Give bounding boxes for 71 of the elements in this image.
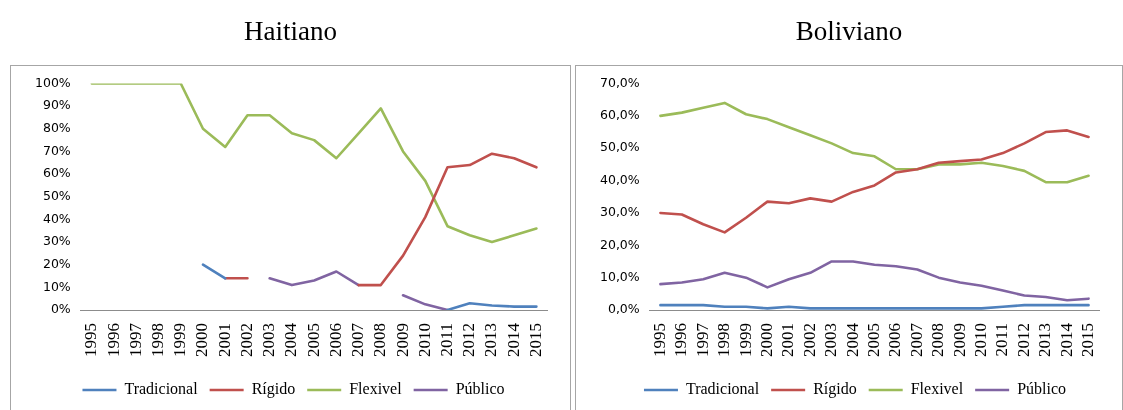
x-tick-label: 2002 xyxy=(799,323,819,357)
x-tick-label: 2013 xyxy=(481,323,501,357)
x-tick-label: 2011 xyxy=(436,323,456,357)
legend-label: Flexivel xyxy=(910,380,964,398)
y-tick-label: 30% xyxy=(42,233,71,249)
x-tick-label: 2010 xyxy=(414,323,434,357)
y-tick-label: 50,0% xyxy=(599,139,640,155)
legend-label: Público xyxy=(455,380,505,398)
x-tick-label: 2008 xyxy=(370,323,390,357)
x-tick-label: 2007 xyxy=(348,322,368,357)
x-tick-label: 2001 xyxy=(778,323,798,357)
x-tick-label: 1997 xyxy=(692,322,712,357)
legend-label: Rígido xyxy=(813,380,857,399)
y-tick-label: 10,0% xyxy=(599,268,640,284)
y-tick-label: 60,0% xyxy=(599,107,640,123)
y-tick-label: 10% xyxy=(42,278,71,294)
x-tick-label: 2015 xyxy=(525,323,545,357)
legend-label: Tradicional xyxy=(685,380,760,398)
legend-label: Tradicional xyxy=(124,380,199,398)
x-tick-label: 2003 xyxy=(259,323,279,357)
x-tick-label: 2009 xyxy=(949,323,969,357)
x-tick-label: 2005 xyxy=(863,323,883,357)
x-tick-label: 1999 xyxy=(170,323,190,357)
x-tick-label: 1999 xyxy=(735,323,755,357)
x-tick-label: 2009 xyxy=(392,323,412,357)
x-tick-label: 2007 xyxy=(906,322,926,357)
x-tick-label: 1997 xyxy=(125,322,145,357)
y-tick-label: 50% xyxy=(42,188,71,203)
x-tick-label: 1995 xyxy=(649,323,669,357)
x-tick-label: 2012 xyxy=(459,323,479,357)
x-tick-label: 1998 xyxy=(714,323,734,357)
x-tick-label: 1996 xyxy=(671,323,691,357)
x-tick-label: 2013 xyxy=(1035,323,1055,357)
x-tick-label: 2003 xyxy=(821,323,841,357)
x-tick-label: 1996 xyxy=(103,323,123,357)
x-tick-label: 2011 xyxy=(992,323,1012,357)
x-tick-label: 1995 xyxy=(81,323,101,357)
x-tick-label: 2001 xyxy=(214,323,234,357)
y-tick-label: 70,0% xyxy=(599,74,640,90)
x-tick-label: 2006 xyxy=(325,323,345,357)
y-tick-label: 0% xyxy=(50,301,71,317)
y-tick-label: 40,0% xyxy=(599,171,640,187)
x-tick-label: 2014 xyxy=(503,322,523,357)
x-tick-label: 2010 xyxy=(970,323,990,357)
legend-label: Público xyxy=(1017,380,1067,398)
x-tick-label: 2008 xyxy=(928,323,948,357)
chart-title: Boliviano xyxy=(794,15,904,48)
y-tick-label: 20% xyxy=(42,255,71,271)
x-tick-label: 2005 xyxy=(303,323,323,357)
x-tick-label: 2000 xyxy=(192,323,212,357)
x-tick-label: 2014 xyxy=(1056,322,1076,357)
x-tick-label: 2012 xyxy=(1013,323,1033,357)
y-tick-label: 30,0% xyxy=(599,204,640,220)
y-tick-label: 20,0% xyxy=(599,236,640,252)
y-tick-label: 40% xyxy=(42,210,71,226)
x-tick-label: 2000 xyxy=(756,323,776,357)
y-tick-label: 60% xyxy=(42,165,71,181)
x-tick-label: 2006 xyxy=(885,323,905,357)
chart-title: Haitiano xyxy=(243,15,338,48)
y-tick-label: 80% xyxy=(42,120,71,136)
legend-label: Rígido xyxy=(251,380,296,399)
y-tick-label: 90% xyxy=(42,97,71,113)
x-tick-label: 1998 xyxy=(148,323,167,357)
x-tick-label: 2004 xyxy=(281,322,301,357)
y-tick-label: 70% xyxy=(42,142,71,158)
x-tick-label: 2015 xyxy=(1078,323,1098,357)
x-tick-label: 2004 xyxy=(842,322,862,357)
x-tick-label: 2002 xyxy=(236,323,256,357)
y-tick-label: 100% xyxy=(34,74,71,90)
y-tick-label: 0,0% xyxy=(607,301,640,317)
legend-label: Flexivel xyxy=(349,380,403,398)
